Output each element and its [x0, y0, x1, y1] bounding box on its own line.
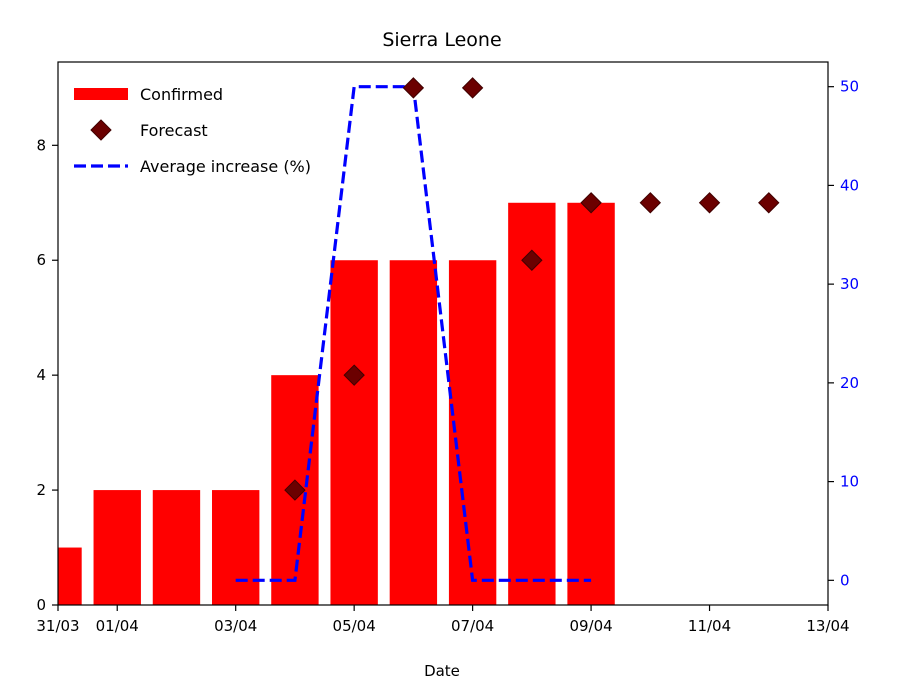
x-tick-label: 11/04 — [688, 617, 731, 635]
x-tick-label: 31/03 — [36, 617, 79, 635]
x-tick-label: 03/04 — [214, 617, 257, 635]
plot-frame — [57, 61, 829, 606]
y2-tick-label: 10 — [840, 473, 859, 491]
y2-tick-label: 0 — [840, 571, 850, 589]
y2-tick-label: 30 — [840, 275, 859, 293]
plot-area — [58, 77, 780, 605]
forecast-point — [343, 364, 365, 386]
y-tick-label: 6 — [36, 251, 46, 269]
plot-content — [58, 85, 615, 605]
legend: Confirmed Forecast Average increase (%) — [74, 85, 311, 176]
bar-confirmed — [389, 260, 438, 605]
bar-confirmed — [58, 547, 82, 605]
y2-tick-label: 20 — [840, 374, 859, 392]
legend-label: Average increase (%) — [140, 157, 311, 176]
x-tick-label: 01/04 — [96, 617, 139, 635]
y-tick-label: 2 — [36, 481, 46, 499]
axes: 31/03 01/04 03/04 05/04 07/04 09/04 11/04 13/04… — [36, 61, 859, 635]
x-tick-label: 05/04 — [333, 617, 376, 635]
legend-label: Forecast — [140, 121, 208, 140]
bar-confirmed — [330, 260, 378, 605]
chart-title: Sierra Leone — [382, 29, 501, 51]
x-tick-label: 07/04 — [451, 617, 494, 635]
bar-confirmed — [448, 260, 497, 605]
x-axis-label: Date — [424, 662, 460, 680]
y-tick-label: 4 — [36, 366, 46, 384]
forecast-point — [758, 192, 780, 214]
bar-confirmed — [93, 490, 141, 605]
forecast-point — [284, 479, 306, 501]
y2-tick-label: 40 — [840, 176, 859, 194]
bar-confirmed — [567, 202, 615, 605]
x-tick-label: 09/04 — [569, 617, 612, 635]
y-tick-label: 8 — [36, 136, 46, 154]
legend-label: Confirmed — [140, 85, 223, 104]
forecast-point — [461, 77, 484, 99]
forecast-point — [580, 192, 602, 214]
forecast-point — [698, 192, 721, 214]
bar-confirmed — [212, 490, 260, 605]
bar-confirmed — [152, 490, 201, 605]
forecast-point — [639, 192, 662, 214]
forecast-point — [521, 249, 543, 271]
legend-swatch-forecast — [90, 119, 112, 141]
y2-tick-label: 50 — [840, 78, 859, 96]
legend-swatch-confirmed — [74, 88, 128, 100]
x-tick-label: 13/04 — [806, 617, 849, 635]
forecast-point — [402, 77, 425, 99]
y-tick-label: 0 — [36, 596, 46, 614]
